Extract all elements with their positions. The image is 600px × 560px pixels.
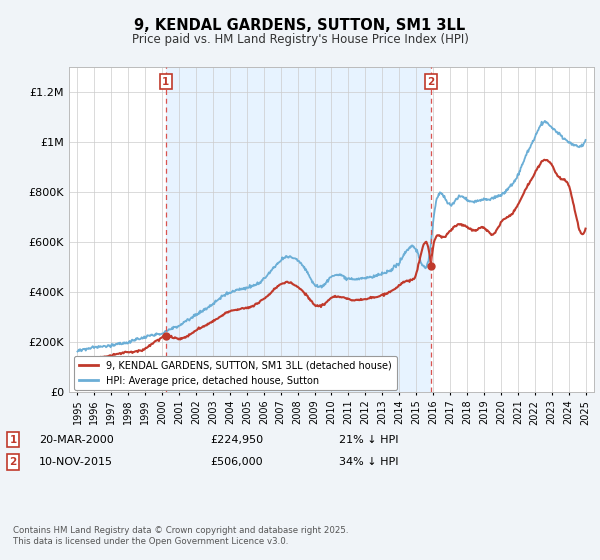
Legend: 9, KENDAL GARDENS, SUTTON, SM1 3LL (detached house), HPI: Average price, detache: 9, KENDAL GARDENS, SUTTON, SM1 3LL (deta… — [74, 356, 397, 390]
Text: 20-MAR-2000: 20-MAR-2000 — [39, 435, 114, 445]
Bar — [166, 67, 431, 392]
Text: 2: 2 — [10, 457, 17, 467]
Text: 1: 1 — [162, 77, 169, 87]
Text: 9, KENDAL GARDENS, SUTTON, SM1 3LL: 9, KENDAL GARDENS, SUTTON, SM1 3LL — [134, 18, 466, 32]
Text: 34% ↓ HPI: 34% ↓ HPI — [339, 457, 398, 467]
Text: 10-NOV-2015: 10-NOV-2015 — [39, 457, 113, 467]
Text: 2: 2 — [427, 77, 434, 87]
Text: 21% ↓ HPI: 21% ↓ HPI — [339, 435, 398, 445]
Text: 1: 1 — [10, 435, 17, 445]
Text: Price paid vs. HM Land Registry's House Price Index (HPI): Price paid vs. HM Land Registry's House … — [131, 32, 469, 46]
Text: Contains HM Land Registry data © Crown copyright and database right 2025.
This d: Contains HM Land Registry data © Crown c… — [13, 526, 349, 546]
Text: £506,000: £506,000 — [210, 457, 263, 467]
Text: £224,950: £224,950 — [210, 435, 263, 445]
